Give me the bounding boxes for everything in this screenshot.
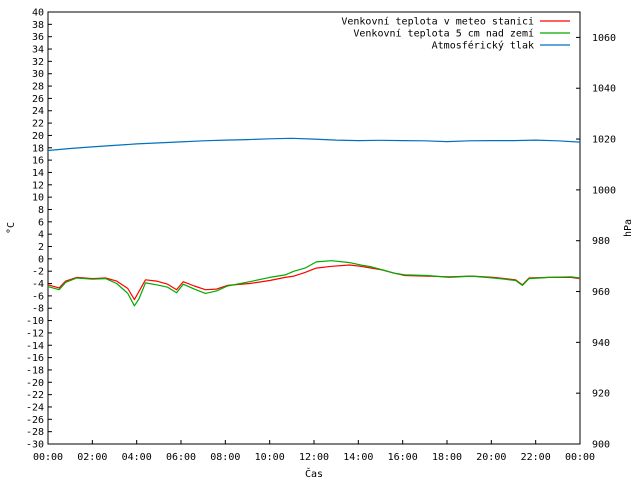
y-left-tick-label: 8	[38, 205, 44, 216]
y-left-tick-label: -8	[32, 304, 44, 315]
y-left-tick-label: 6	[38, 217, 44, 228]
legend-label: Atmosférický tlak	[432, 40, 534, 52]
x-tick-label: 08:00	[210, 452, 240, 463]
y-left-tick-label: -22	[26, 390, 44, 401]
series-line-3	[47, 137, 581, 152]
y-left-tick-label: -18	[26, 365, 44, 376]
y-left-tick-label: 20	[32, 131, 44, 142]
y-left-tick-label: 26	[32, 94, 44, 105]
y-left-tick-label: 40	[32, 8, 44, 19]
y-left-tick-label: 14	[32, 168, 44, 179]
y-left-tick-label: 4	[38, 230, 44, 241]
y-left-tick-label: -24	[26, 402, 44, 413]
y-right-tick-label: 980	[592, 236, 610, 247]
y-left-tick-label: 12	[32, 180, 44, 191]
x-tick-label: 02:00	[77, 452, 107, 463]
y-left-tick-label: -12	[26, 328, 44, 339]
y-left-tick-label: 16	[32, 156, 44, 167]
y-left-tick-label: -6	[32, 291, 44, 302]
y-left-tick-label: 22	[32, 119, 44, 130]
y-left-tick-label: -10	[26, 316, 44, 327]
y-left-tick-label: -20	[26, 378, 44, 389]
series-line-2	[47, 260, 581, 307]
plot-frame	[47, 11, 581, 445]
y-right-tick-label: 1000	[592, 185, 616, 196]
y-left-tick-label: 2	[38, 242, 44, 253]
series-layer	[47, 137, 581, 307]
y-right-tick-label: 900	[592, 440, 610, 451]
ticks-layer: -30-28-26-24-22-20-18-16-14-12-10-8-6-4-…	[26, 8, 616, 464]
legend: Venkovní teplota v meteo staniciVenkovní…	[341, 16, 570, 52]
y-left-tick-label: 28	[32, 82, 44, 93]
y-right-tick-label: 960	[592, 287, 610, 298]
y-left-tick-label: -26	[26, 415, 44, 426]
x-tick-label: 04:00	[122, 452, 152, 463]
legend-label: Venkovní teplota 5 cm nad zemí	[353, 28, 534, 40]
y-right-tick-label: 920	[592, 389, 610, 400]
x-tick-label: 00:00	[33, 452, 63, 463]
y-left-tick-label: 38	[32, 20, 44, 31]
y-axis-right-label: hPa	[623, 219, 634, 237]
y-right-tick-label: 940	[592, 338, 610, 349]
y-left-tick-label: -30	[26, 440, 44, 451]
y-left-tick-label: 10	[32, 193, 44, 204]
y-left-tick-label: 32	[32, 57, 44, 68]
y-right-tick-label: 1040	[592, 84, 616, 95]
y-left-tick-label: 24	[32, 106, 44, 117]
y-left-tick-label: 30	[32, 69, 44, 80]
x-tick-label: 18:00	[432, 452, 462, 463]
x-tick-label: 10:00	[255, 452, 285, 463]
x-tick-label: 00:00	[565, 452, 595, 463]
x-axis-label: Čas	[305, 467, 323, 480]
y-left-tick-label: 18	[32, 143, 44, 154]
y-left-tick-label: -2	[32, 267, 44, 278]
x-tick-label: 14:00	[343, 452, 373, 463]
y-right-tick-label: 1060	[592, 33, 616, 44]
y-left-tick-label: -14	[26, 341, 44, 352]
y-left-tick-label: -16	[26, 353, 44, 364]
y-left-tick-label: -4	[32, 279, 44, 290]
x-tick-label: 12:00	[299, 452, 329, 463]
y-left-tick-label: 34	[32, 45, 44, 56]
y-left-tick-label: 36	[32, 32, 44, 43]
x-tick-label: 16:00	[388, 452, 418, 463]
x-tick-label: 20:00	[476, 452, 506, 463]
y-right-tick-label: 1020	[592, 135, 616, 146]
y-left-tick-label: 0	[38, 254, 44, 265]
x-tick-label: 06:00	[166, 452, 196, 463]
legend-label: Venkovní teplota v meteo stanici	[341, 16, 534, 28]
x-tick-label: 22:00	[521, 452, 551, 463]
y-axis-left-label: °C	[6, 222, 17, 234]
y-left-tick-label: -28	[26, 427, 44, 438]
